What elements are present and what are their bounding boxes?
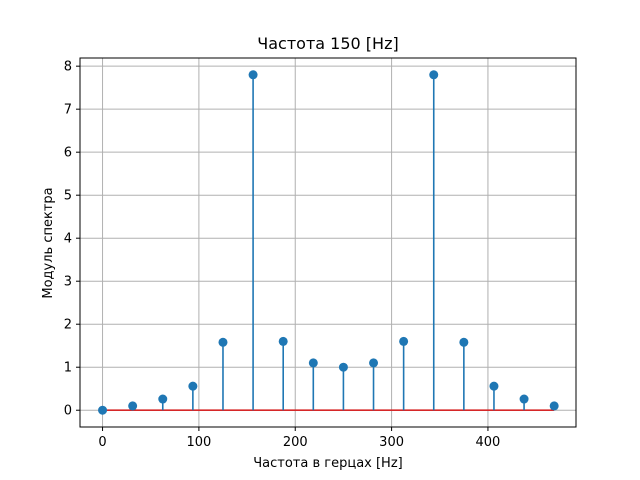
stem-marker — [98, 405, 108, 415]
stem-marker — [308, 358, 318, 368]
x-axis-label: Частота в герцах [Hz] — [253, 456, 402, 471]
x-tick-label: 0 — [98, 435, 106, 450]
y-tick-label: 0 — [64, 404, 72, 419]
x-tick-label: 400 — [476, 435, 501, 450]
stem-marker — [338, 362, 348, 372]
stems — [98, 70, 559, 415]
stem-marker — [278, 336, 288, 346]
stem-marker — [519, 394, 529, 404]
ticks: 0 100 200 300 400 0 1 2 3 4 5 6 7 8 — [64, 60, 501, 450]
stem-marker — [218, 337, 228, 347]
stem-marker — [459, 337, 469, 347]
stem-marker — [248, 70, 258, 80]
grid — [80, 58, 576, 427]
stem-marker — [188, 381, 198, 391]
y-tick-label: 5 — [64, 189, 72, 204]
stem-marker — [429, 70, 439, 80]
stem-marker — [549, 401, 559, 411]
y-tick-label: 8 — [64, 60, 72, 75]
y-tick-label: 1 — [64, 361, 72, 376]
stem-marker — [128, 401, 138, 411]
chart-title: Частота 150 [Hz] — [257, 34, 398, 53]
y-tick-label: 3 — [64, 275, 72, 290]
x-tick-label: 100 — [186, 435, 211, 450]
stem-marker — [369, 358, 379, 368]
y-tick-label: 4 — [64, 232, 72, 247]
stem-marker — [489, 381, 499, 391]
y-tick-label: 6 — [64, 146, 72, 161]
stem-marker — [399, 336, 409, 346]
y-tick-label: 7 — [64, 103, 72, 118]
plot-frame — [79, 57, 577, 428]
y-axis-label: Модуль спектра — [41, 187, 56, 298]
x-tick-label: 200 — [283, 435, 308, 450]
stem-marker — [158, 394, 168, 404]
x-tick-label: 300 — [379, 435, 404, 450]
y-tick-label: 2 — [64, 318, 72, 333]
